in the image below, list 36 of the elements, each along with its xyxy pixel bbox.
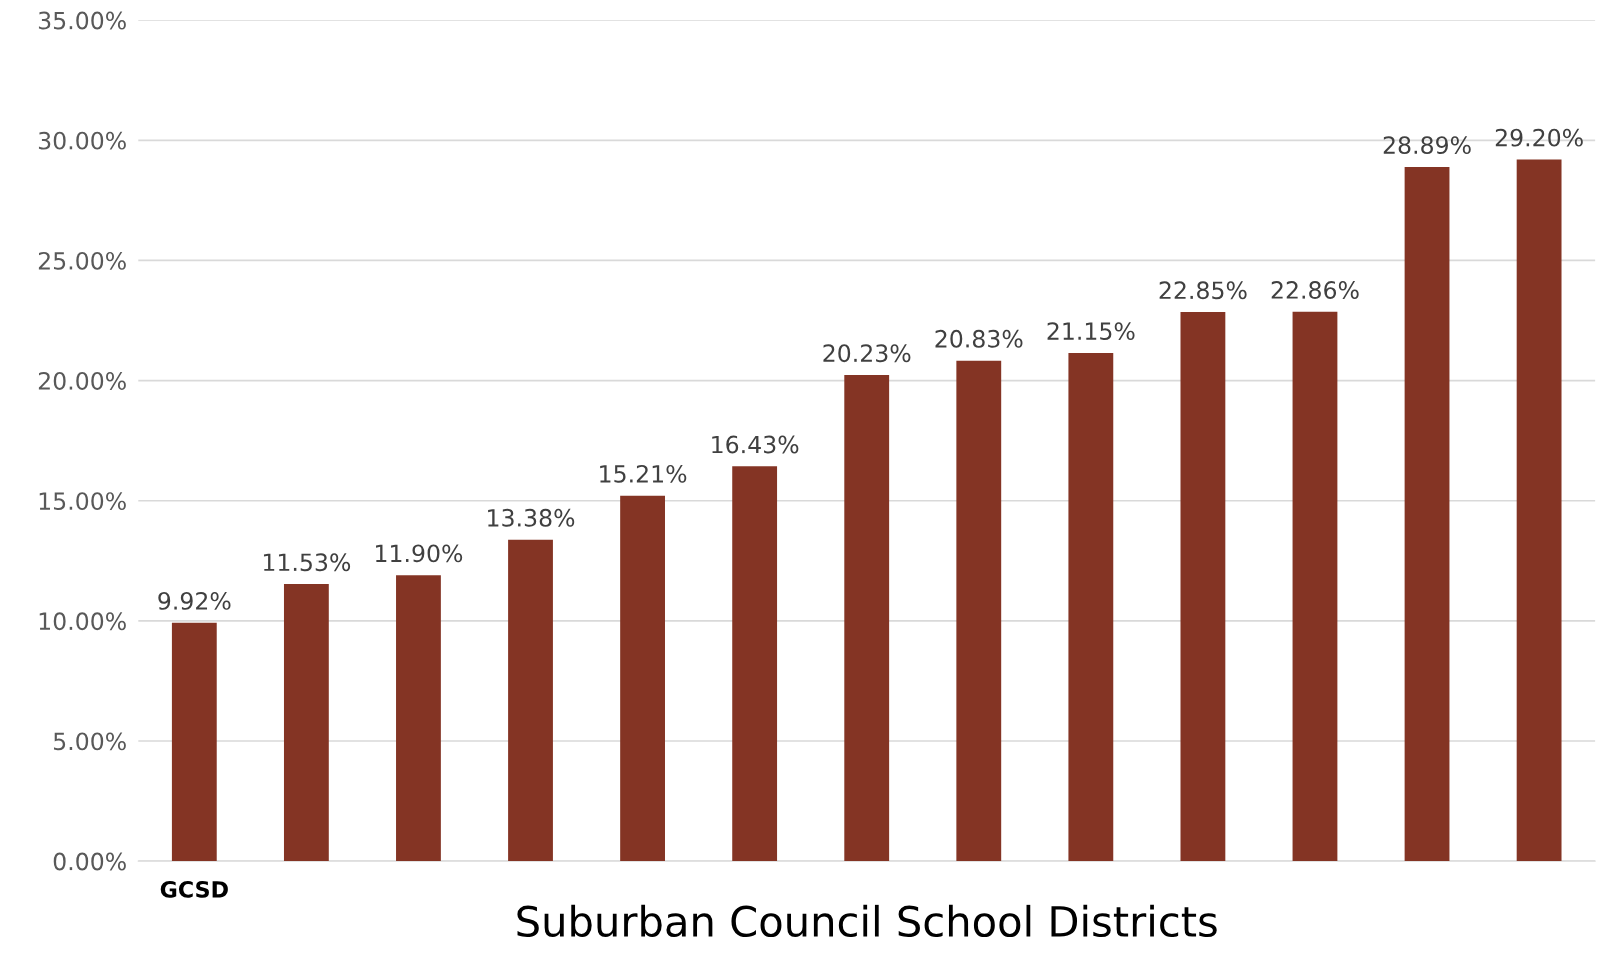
bar — [283, 584, 329, 862]
data-label: 22.86% — [1271, 281, 1359, 299]
bar — [1292, 311, 1338, 862]
y-tick-label: 0.00% — [53, 852, 126, 871]
y-tick-label: 5.00% — [53, 732, 126, 751]
y-tick-label: 20.00% — [38, 372, 126, 390]
data-label: 11.90% — [376, 544, 463, 563]
bar — [1404, 166, 1450, 862]
y-tick-label: 25.00% — [38, 251, 126, 270]
data-label: 11.53% — [263, 553, 351, 572]
data-label: 13.38% — [488, 508, 575, 527]
data-label: 9.92% — [158, 592, 231, 610]
x-axis-title: Suburban Council School Districts — [517, 904, 1217, 938]
bar — [844, 375, 890, 862]
bar — [620, 495, 665, 862]
y-tick-label: 35.00% — [38, 11, 126, 30]
data-label: 15.21% — [600, 464, 687, 483]
data-label: 20.23% — [823, 344, 911, 363]
data-label: 29.20% — [1495, 128, 1583, 147]
data-label: 16.43% — [712, 435, 799, 454]
data-label: 28.89% — [1383, 136, 1471, 155]
bar — [1180, 312, 1226, 862]
bar — [171, 622, 217, 862]
bar — [396, 575, 441, 862]
data-label: 22.85% — [1159, 281, 1247, 300]
bar — [1516, 159, 1562, 862]
y-tick-label: 15.00% — [39, 492, 126, 511]
y-tick-label: 30.00% — [38, 131, 126, 150]
data-label: 20.83% — [935, 329, 1023, 348]
bar — [732, 466, 778, 862]
x-tick-label: GCSD — [160, 880, 228, 898]
data-label: 21.15% — [1047, 322, 1135, 341]
bar — [508, 539, 553, 862]
y-tick-label: 10.00% — [39, 612, 126, 631]
bar — [956, 360, 1002, 862]
bar — [1068, 352, 1114, 862]
